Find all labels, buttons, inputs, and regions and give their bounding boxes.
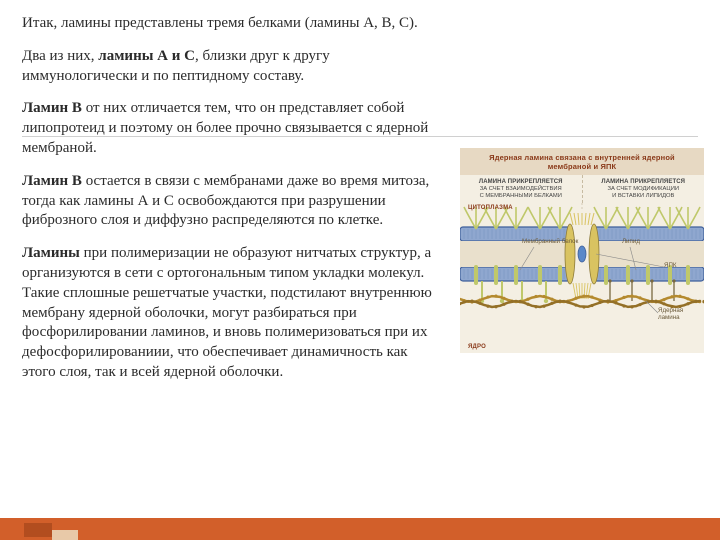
p5-post: при полимеризации не образуют нитчатых с…: [22, 245, 432, 380]
figure-captions: ЛАМИНА ПРИКРЕПЛЯЕТСЯ ЗА СЧЕТ ВЗАИМОДЕЙСТ…: [460, 175, 704, 203]
ann-lamina: Ядерная ламина: [658, 308, 683, 321]
cap-right-3: И ВСТАВКИ ЛИПИДОВ: [589, 193, 699, 200]
cap-left-3: С МЕМБРАННЫМИ БЕЛКАМИ: [466, 193, 576, 200]
ann-ypk: ЯПК: [664, 263, 677, 270]
ann-lamina-2: ламина: [658, 314, 680, 321]
p3-post: от них отличается тем, что он представля…: [22, 100, 428, 156]
text-column: Итак, ламины представлены тремя белками …: [22, 14, 442, 396]
diagram-svg: [460, 203, 704, 353]
footer-accent-1: [24, 523, 52, 537]
paragraph-1: Итак, ламины представлены тремя белками …: [22, 14, 442, 34]
diagram: ЦИТОПЛАЗМА ЯДРО Мембранный белок Липид Я…: [460, 203, 704, 353]
p4-post: остается в связи с мембранами даже во вр…: [22, 173, 429, 229]
p2-bold: ламины А и С: [98, 48, 195, 64]
paragraph-3: Ламин В от них отличается тем, что он пр…: [22, 99, 442, 158]
paragraph-4: Ламин В остается в связи с мембранами да…: [22, 172, 442, 231]
p4-bold: Ламин В: [22, 173, 82, 189]
footer-bar: [0, 518, 720, 540]
cap-left-2: ЗА СЧЕТ ВЗАИМОДЕЙСТВИЯ: [466, 186, 576, 193]
cap-left-1: ЛАМИНА ПРИКРЕПЛЯЕТСЯ: [466, 179, 576, 186]
ann-membrane-protein: Мембранный белок: [522, 239, 578, 246]
figure: Ядерная ламина связана с внутренней ядер…: [460, 148, 704, 353]
cap-right-2: ЗА СЧЕТ МОДИФИКАЦИИ: [589, 186, 699, 193]
caption-left: ЛАМИНА ПРИКРЕПЛЯЕТСЯ ЗА СЧЕТ ВЗАИМОДЕЙСТ…: [460, 175, 582, 203]
label-cytoplasm: ЦИТОПЛАЗМА: [468, 205, 513, 211]
paragraph-2: Два из них, ламины А и С, близки друг к …: [22, 47, 442, 87]
ann-memprot-text: Мембранный белок: [522, 238, 578, 245]
paragraph-5: Ламины при полимеризации не образуют нит…: [22, 244, 442, 383]
p2-pre: Два из них,: [22, 48, 98, 64]
caption-right: ЛАМИНА ПРИКРЕПЛЯЕТСЯ ЗА СЧЕТ МОДИФИКАЦИИ…: [582, 175, 705, 203]
ann-lipid-text: Липид: [622, 238, 640, 245]
cap-right-1: ЛАМИНА ПРИКРЕПЛЯЕТСЯ: [589, 179, 699, 186]
figure-title: Ядерная ламина связана с внутренней ядер…: [460, 148, 704, 175]
label-nucleus: ЯДРО: [468, 344, 486, 350]
footer-accent-2: [52, 530, 78, 540]
ann-lipid: Липид: [622, 239, 640, 246]
ann-ypk-text: ЯПК: [664, 262, 677, 269]
p5-bold: Ламины: [22, 245, 80, 261]
p3-bold: Ламин В: [22, 100, 82, 116]
